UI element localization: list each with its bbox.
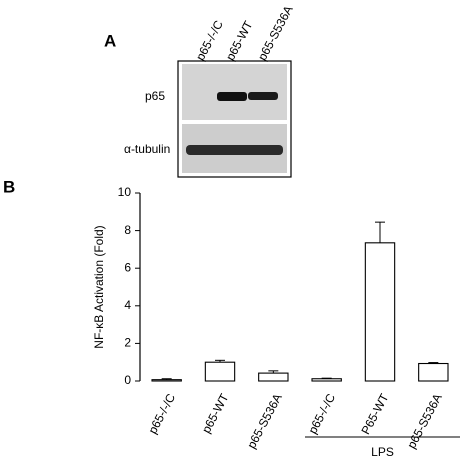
y-tick-label: 8: [124, 223, 131, 237]
bar: [418, 362, 449, 382]
band: [217, 92, 247, 101]
panel-label: A: [104, 31, 116, 50]
bar: [204, 361, 236, 382]
panel-label: B: [3, 177, 15, 196]
y-tick-label: 2: [124, 336, 131, 350]
x-tick-label: P65-WT: [358, 391, 391, 437]
band: [186, 145, 283, 155]
bar: [311, 378, 342, 382]
y-tick-label: 0: [124, 373, 131, 387]
lane-label: p65-/-/C: [193, 18, 226, 63]
y-tick-label: 4: [124, 298, 131, 312]
y-axis-label: NF-κB Activation (Fold): [92, 225, 106, 348]
lane-label: p65-WT: [223, 18, 256, 63]
y-tick-label: 10: [118, 185, 132, 199]
x-tick-label: p65-/-/C: [305, 391, 338, 436]
row-label: α-tubulin: [124, 142, 170, 156]
x-tick-label: p65-S536A: [404, 391, 445, 451]
x-tick-label: p65-WT: [199, 391, 232, 436]
x-tick-label: p65-/-/C: [145, 391, 178, 436]
y-tick-label: 6: [124, 260, 131, 274]
lane-label: p65-S536A: [255, 3, 296, 63]
bar: [258, 372, 289, 382]
bar: [364, 242, 396, 382]
bar: [151, 379, 182, 382]
x-tick-label: p65-S536A: [244, 391, 285, 451]
row-label: p65: [145, 89, 165, 103]
group-label: LPS: [371, 445, 394, 459]
band: [248, 92, 278, 100]
